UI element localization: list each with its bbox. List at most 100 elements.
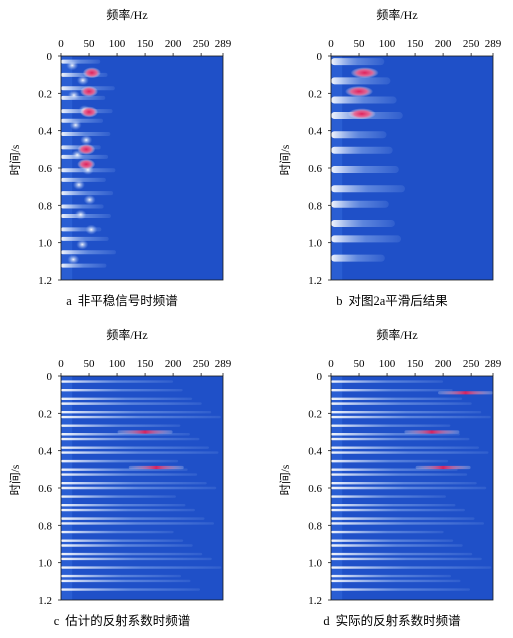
spectral-band <box>331 451 489 454</box>
caption-letter: c <box>54 614 60 628</box>
spectral-band <box>331 579 461 583</box>
y-tick-label: 0.4 <box>38 126 52 138</box>
spectral-band <box>331 557 482 561</box>
y-tick-label: 0.2 <box>38 88 52 100</box>
y-tick-label: 0 <box>47 51 53 63</box>
spectral-band <box>331 530 444 534</box>
spectral-band <box>61 118 104 123</box>
spectral-band <box>331 508 465 512</box>
heatmap-d-svg: 频率/Hz 0 50 100 150 200 250 289 0 0.2 0.4 0.6 0.8 1.0 1… <box>279 327 502 628</box>
energy-peak <box>82 67 101 79</box>
spectral-band <box>61 495 176 498</box>
energy-peak <box>347 108 376 120</box>
y-tick-label: 0.4 <box>308 446 322 458</box>
energy-blob <box>76 239 89 250</box>
energy-blob <box>74 209 87 220</box>
x-axis-title: 频率/Hz <box>106 7 147 22</box>
energy-blob <box>76 75 89 86</box>
caption-letter: d <box>323 614 330 628</box>
heatmap-field <box>331 376 493 600</box>
spectral-band <box>331 77 391 85</box>
spectral-band <box>61 566 222 569</box>
caption-letter: b <box>336 294 342 308</box>
y-tick-label: 1.2 <box>38 595 52 607</box>
y-axis-title: 时间/s <box>279 464 292 495</box>
x-tick-label: 289 <box>485 38 502 50</box>
figure-caption: c 估计的反射系数时频谱 <box>54 613 191 628</box>
x-tick-label: 289 <box>215 358 232 370</box>
spectral-band <box>331 58 385 66</box>
spectral-band <box>331 146 393 154</box>
y-tick-label: 0 <box>47 371 53 383</box>
y-tick-label: 1.0 <box>38 238 52 250</box>
low-frequency-column <box>61 56 73 280</box>
caption-text: 非平稳信号时频谱 <box>78 293 178 308</box>
y-tick-label: 0.8 <box>38 520 52 532</box>
energy-peak <box>117 430 173 434</box>
x-axis-title: 频率/Hz <box>106 327 147 342</box>
spectral-band <box>331 402 472 405</box>
heatmap-b-svg: 频率/Hz 0 50 100 150 200 250 289 0 0.2 0.4 0.6 0.8 1.0 1… <box>279 7 502 308</box>
spectral-band <box>331 437 470 441</box>
spectral-band <box>331 468 458 471</box>
figure-caption: d 实际的反射系数时频谱 <box>323 613 460 628</box>
y-tick-label: 0.8 <box>308 200 322 212</box>
y-axis-title: 时间/s <box>9 464 22 495</box>
y-tick-label: 0.8 <box>38 200 52 212</box>
x-tick-label: 150 <box>407 38 424 50</box>
energy-blob <box>85 224 98 235</box>
x-tick-label: 250 <box>463 358 480 370</box>
y-tick-label: 1.0 <box>308 238 322 250</box>
y-tick-label: 0.6 <box>308 163 322 175</box>
energy-blob <box>67 90 80 101</box>
spectral-band <box>61 415 221 419</box>
spectral-band <box>61 522 215 525</box>
spectral-band <box>61 503 186 507</box>
spectral-band <box>61 552 203 556</box>
caption-text: 对图2a平滑后结果 <box>348 294 448 308</box>
caption-text: 估计的反射系数时频谱 <box>65 613 190 628</box>
figure-caption: a 非平稳信号时频谱 <box>66 293 178 308</box>
heatmap-a-svg: 频率/Hz 0 50 100 150 200 250 289 0 0.2 0.4 0.6 0.8 1.0 1… <box>9 7 232 308</box>
spectral-band <box>331 415 491 419</box>
spectral-band <box>331 446 479 449</box>
spectral-band <box>331 424 451 427</box>
spectral-band <box>61 539 184 542</box>
y-tick-label: 0.6 <box>38 483 52 495</box>
spectral-band <box>331 388 453 392</box>
caption-letter: a <box>66 294 72 308</box>
spectral-band <box>331 433 460 436</box>
caption-text: 实际的反射系数时频谱 <box>336 613 461 628</box>
energy-peak <box>438 391 493 395</box>
panel-c: 频率/Hz 0 50 100 150 200 250 289 0 0.2 0.4 0.6 0.8 1.0 1… <box>0 320 240 635</box>
spectral-band <box>61 579 191 583</box>
spectral-band <box>331 522 485 525</box>
spectral-band <box>61 411 212 414</box>
x-axis-title: 频率/Hz <box>376 327 417 342</box>
energy-peak <box>128 465 184 470</box>
y-tick-label: 0.2 <box>308 408 322 420</box>
spectral-band <box>61 204 104 209</box>
x-tick-label: 0 <box>328 358 334 370</box>
spectral-band <box>61 486 217 490</box>
spectral-band <box>331 588 471 591</box>
x-tick-label: 200 <box>435 38 452 50</box>
x-tick-label: 50 <box>84 38 96 50</box>
x-tick-label: 289 <box>215 38 232 50</box>
y-tick-label: 1.2 <box>38 275 52 287</box>
spectral-band <box>61 437 200 441</box>
x-tick-label: 0 <box>58 358 64 370</box>
spectral-band <box>61 451 219 454</box>
panel-a: 频率/Hz 0 50 100 150 200 250 289 0 0.2 0.4 0.6 0.8 1.0 1… <box>0 0 240 315</box>
x-tick-label: 50 <box>354 38 366 50</box>
spectral-band <box>331 185 405 193</box>
y-tick-label: 0.2 <box>308 88 322 100</box>
spectral-band <box>61 424 181 427</box>
spectral-band <box>331 486 487 490</box>
spectral-band <box>61 544 193 547</box>
panel-b: 频率/Hz 0 50 100 150 200 250 289 0 0.2 0.4 0.6 0.8 1.0 1… <box>270 0 510 315</box>
x-tick-label: 150 <box>137 358 154 370</box>
spectral-band <box>61 588 201 591</box>
spectral-band <box>331 574 451 578</box>
spectral-band <box>331 165 399 173</box>
